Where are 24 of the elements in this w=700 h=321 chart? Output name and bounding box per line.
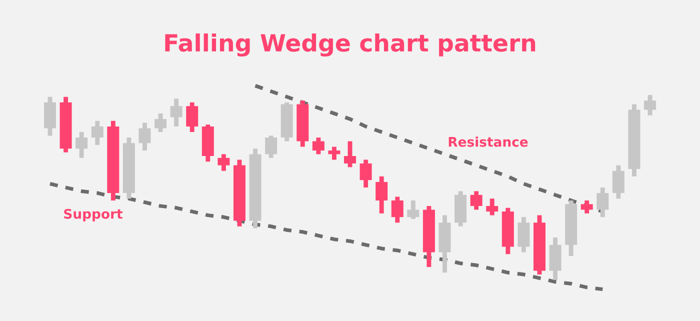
candlestick <box>360 160 372 188</box>
candlestick <box>376 176 388 214</box>
candlestick <box>91 120 104 145</box>
candlestick <box>407 200 420 219</box>
candlestick <box>612 165 624 199</box>
candlestick <box>170 98 182 126</box>
candlestick <box>312 138 324 154</box>
candlestick <box>218 154 230 171</box>
candlestick <box>154 114 167 132</box>
chart-title: Falling Wedge chart pattern <box>165 33 536 57</box>
candlestick <box>344 141 356 168</box>
annotation: Support <box>64 208 123 222</box>
candlestick <box>470 191 482 210</box>
candlestick <box>328 146 340 160</box>
annotation: Resistance <box>448 136 528 147</box>
candlestick <box>76 132 88 158</box>
candlestick <box>486 198 498 216</box>
candlestick <box>596 188 609 218</box>
candlestick <box>186 102 198 132</box>
candlestick <box>265 136 278 158</box>
candlestick <box>138 122 151 150</box>
candlestick <box>391 196 404 223</box>
candlestick <box>580 200 593 214</box>
candlestick <box>644 95 656 116</box>
